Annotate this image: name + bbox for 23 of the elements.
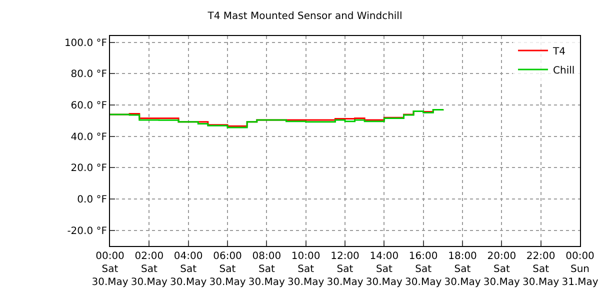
x-tick-label: 00:00 Sun 31.May bbox=[562, 251, 598, 288]
x-tick-label: 00:00 Sat 30.May bbox=[92, 251, 128, 288]
x-tick-label: 14:00 Sat 30.May bbox=[366, 251, 403, 288]
y-tick-label: -20.0 °F bbox=[67, 226, 108, 237]
x-tick-label: 10:00 Sat 30.May bbox=[288, 251, 324, 288]
x-tick-label: 16:00 Sat 30.May bbox=[405, 251, 442, 288]
chart-title: T4 Mast Mounted Sensor and Windchill bbox=[206, 11, 402, 22]
y-tick-label: 20.0 °F bbox=[70, 163, 108, 174]
y-tick-label: 60.0 °F bbox=[70, 100, 108, 112]
x-tick-label: 22:00 Sat 30.May bbox=[522, 251, 560, 288]
x-tick-label: 08:00 Sat 30.May bbox=[248, 251, 286, 288]
x-tick-label: 04:00 Sat 30.May bbox=[170, 251, 207, 288]
x-tick-label: 12:00 Sat 30.May bbox=[326, 251, 364, 288]
x-tick-label: 06:00 Sat 30.May bbox=[209, 251, 246, 288]
x-tick-label: 20:00 Sat 30.May bbox=[483, 251, 520, 288]
y-tick-label: 100.0 °F bbox=[64, 38, 108, 49]
x-tick-label: 02:00 Sat 30.May bbox=[130, 251, 168, 288]
y-tick-label: 0.0 °F bbox=[77, 194, 108, 206]
legend-label: T4 bbox=[552, 46, 566, 58]
x-tick-label: 18:00 Sat 30.May bbox=[444, 251, 481, 288]
y-tick-label: 80.0 °F bbox=[70, 69, 108, 80]
y-tick-label: 40.0 °F bbox=[70, 132, 108, 143]
legend-label: Chill bbox=[553, 65, 575, 76]
